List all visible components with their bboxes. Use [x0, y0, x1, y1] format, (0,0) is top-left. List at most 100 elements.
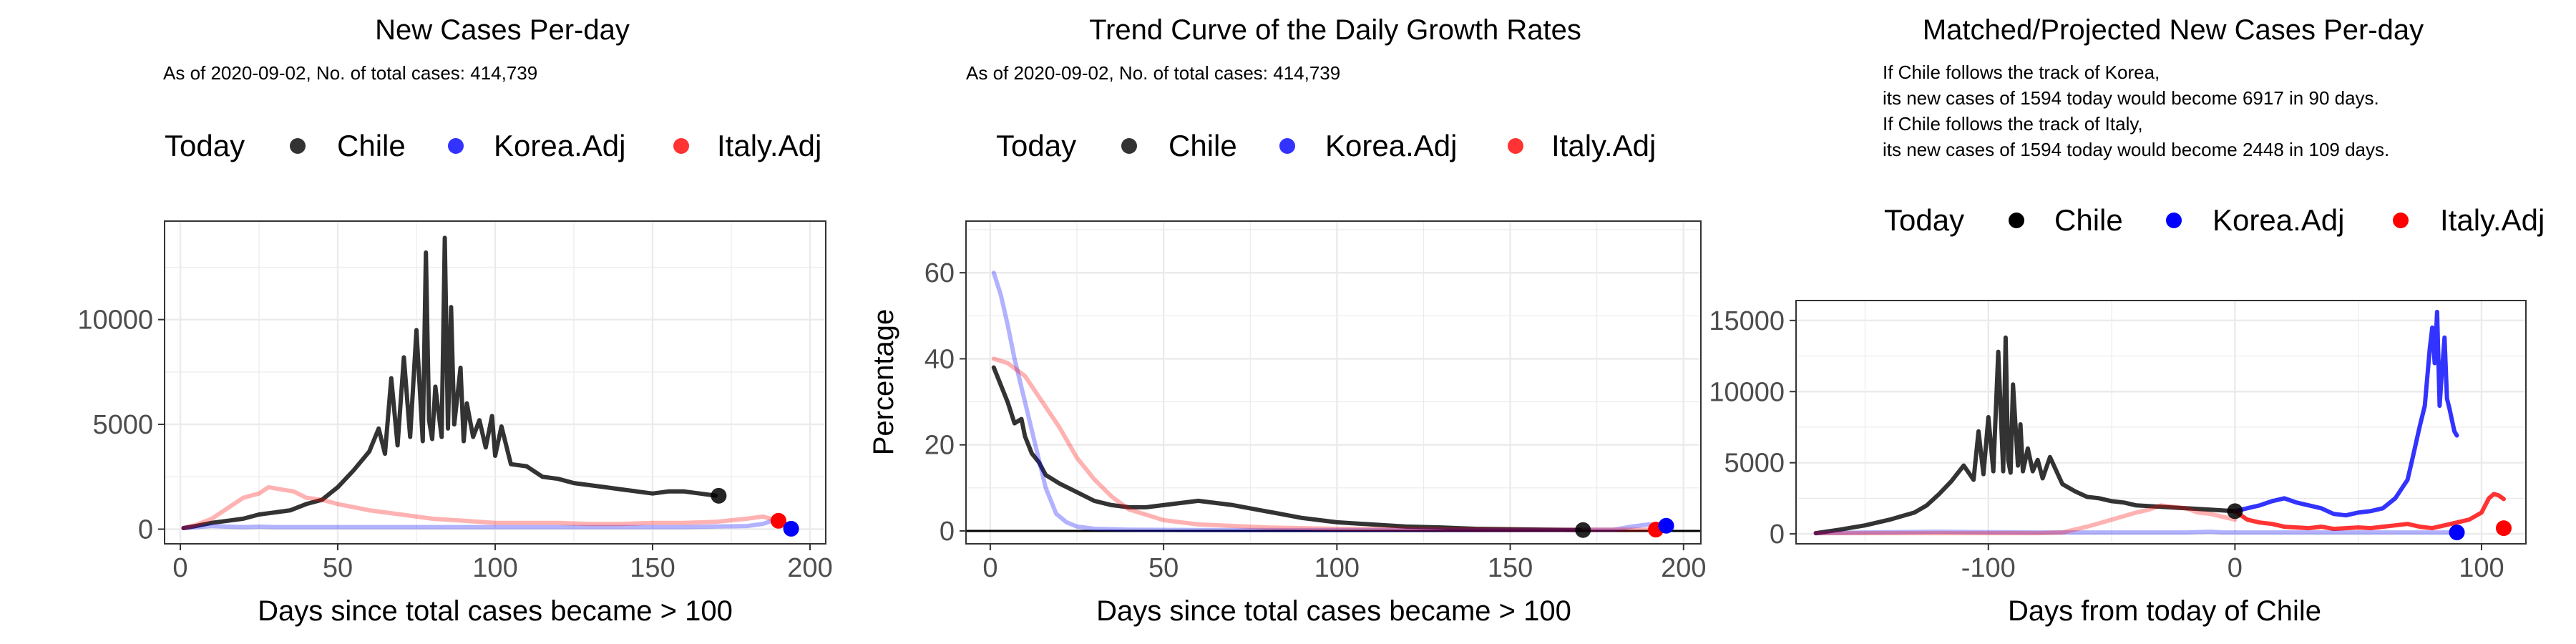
- chart-subtitle-line-2: its new cases of 1594 today would become…: [1883, 87, 2379, 109]
- grid: [165, 221, 826, 544]
- today-point-korea-adj: [783, 520, 799, 537]
- x-axis-ticks: -100 0 100: [1961, 544, 2504, 583]
- plot-border: [965, 220, 1702, 545]
- x-axis-ticks: 0 50 100 150 200: [982, 544, 1706, 583]
- y-axis-ticks: 0 5000 10000: [77, 306, 165, 545]
- today-point-chile: [711, 487, 727, 504]
- x-axis-ticks: 0 50 100 150 200: [172, 544, 833, 583]
- legend: Today Chile Korea.Adj Italy.Adj: [1884, 203, 2545, 237]
- plot-panel: [1795, 300, 2527, 545]
- x-tick-label: 50: [1148, 553, 1179, 583]
- chart-title: New Cases Per-day: [375, 14, 630, 46]
- y-tick-label: 40: [924, 344, 955, 374]
- y-tick-label: 10000: [1709, 377, 1785, 407]
- y-tick-label: 60: [924, 258, 955, 288]
- series-line-korea-adj: [991, 270, 1669, 532]
- legend-label-chile: Chile: [1169, 129, 1237, 162]
- y-tick-label: 10000: [77, 306, 153, 336]
- y-tick-label: 5000: [92, 410, 153, 440]
- chart-subtitle-line-4: its new cases of 1594 today would become…: [1883, 139, 2389, 160]
- x-tick-label: 0: [2228, 553, 2243, 583]
- panel-projected: Matched/Projected New Cases Per-day If C…: [1709, 14, 2545, 627]
- legend-key-italy: [673, 138, 689, 154]
- legend-label-italy: Italy.Adj: [2440, 203, 2545, 237]
- y-tick-label: 0: [940, 517, 955, 547]
- chart-subtitle-line-3: If Chile follows the track of Italy,: [1883, 113, 2143, 135]
- y-axis-label: Percentage: [868, 309, 899, 456]
- plot-panel: [965, 220, 1702, 545]
- chart-subtitle: As of 2020-09-02, No. of total cases: 41…: [163, 62, 537, 84]
- x-tick-label: 0: [172, 553, 187, 583]
- series-line-korea-adj-history: [1813, 530, 2459, 536]
- today-point-chile: [2227, 503, 2243, 519]
- chart-subtitle: As of 2020-09-02, No. of total cases: 41…: [966, 62, 1340, 84]
- series-line-chile: [181, 235, 718, 530]
- y-axis-ticks: 0 5000 10000 15000: [1709, 306, 1796, 550]
- x-axis-label: Days from today of Chile: [2008, 595, 2321, 627]
- y-tick-label: 0: [1770, 519, 1785, 550]
- x-tick-label: 100: [2459, 553, 2504, 583]
- today-point-italy-adj: [2495, 520, 2512, 537]
- y-tick-label: 20: [924, 431, 955, 461]
- chart-title: Matched/Projected New Cases Per-day: [1923, 14, 2424, 46]
- today-point-korea-adj: [2449, 525, 2465, 541]
- series-line-korea-adj: [181, 518, 794, 530]
- today-point-chile: [1575, 522, 1591, 538]
- y-axis-ticks: 0 20 40 60: [924, 258, 966, 547]
- panel-new-cases: New Cases Per-day As of 2020-09-02, No. …: [77, 14, 832, 627]
- plot-area: 0 50 100 150 200 0 20 40 60: [924, 220, 1706, 583]
- plot-area: 0 50 100 150 200 0 5000 10000: [77, 220, 833, 583]
- chart-subtitle-line-1: If Chile follows the track of Korea,: [1883, 62, 2160, 83]
- legend-key-korea: [2166, 213, 2182, 228]
- today-point-italy-adj: [771, 512, 786, 529]
- legend-label-italy: Italy.Adj: [1551, 129, 1656, 162]
- x-tick-label: 200: [787, 553, 832, 583]
- x-tick-label: 50: [323, 553, 353, 583]
- series-line-italy-adj: [181, 484, 781, 530]
- legend-label-chile: Chile: [337, 129, 406, 162]
- x-tick-label: 100: [1314, 553, 1360, 583]
- x-axis-label: Days since total cases became > 100: [1096, 595, 1571, 627]
- legend-label-chile: Chile: [2054, 203, 2123, 237]
- y-tick-label: 15000: [1709, 306, 1785, 336]
- x-tick-label: 0: [982, 553, 997, 583]
- chart-title: Trend Curve of the Daily Growth Rates: [1089, 14, 1581, 46]
- x-tick-label: 100: [472, 553, 517, 583]
- legend: Today Chile Korea.Adj Italy.Adj: [165, 129, 821, 162]
- legend-key-korea: [448, 138, 464, 154]
- series-line-italy-adj-history: [1813, 503, 2238, 536]
- series-line-chile: [991, 365, 1582, 532]
- today-points: [711, 487, 799, 537]
- series-lines: [1813, 309, 2506, 536]
- series-line-italy-adj: [991, 356, 1652, 532]
- series-lines: [991, 270, 1669, 532]
- y-tick-label: 0: [138, 515, 153, 545]
- today-points: [2227, 503, 2512, 541]
- legend-key-italy: [1508, 138, 1523, 154]
- series-line-korea-adj: [2233, 309, 2459, 518]
- legend-key-korea: [1279, 138, 1295, 154]
- legend: Today Chile Korea.Adj Italy.Adj: [996, 129, 1656, 162]
- series-lines: [181, 235, 794, 530]
- x-tick-label: -100: [1961, 553, 2016, 583]
- legend-label-korea: Korea.Adj: [1325, 129, 1457, 162]
- grid: [1796, 301, 2526, 544]
- today-points: [1575, 517, 1674, 538]
- panel-growth-rates: Trend Curve of the Daily Growth Rates As…: [868, 14, 1706, 627]
- legend-key-italy: [2393, 213, 2409, 228]
- series-line-italy-adj: [2233, 492, 2506, 532]
- legend-title: Today: [1884, 203, 1964, 237]
- legend-title: Today: [165, 129, 245, 162]
- x-tick-label: 200: [1661, 553, 1706, 583]
- x-tick-label: 150: [1488, 553, 1533, 583]
- legend-label-korea: Korea.Adj: [494, 129, 625, 162]
- y-tick-label: 5000: [1724, 449, 1785, 479]
- legend-label-italy: Italy.Adj: [717, 129, 821, 162]
- today-point-korea-adj: [1658, 517, 1674, 534]
- x-axis-label: Days since total cases became > 100: [258, 595, 733, 627]
- legend-key-chile: [2009, 213, 2024, 228]
- plot-border: [1795, 300, 2527, 545]
- series-line-chile: [1813, 335, 2238, 536]
- legend-key-chile: [290, 138, 306, 154]
